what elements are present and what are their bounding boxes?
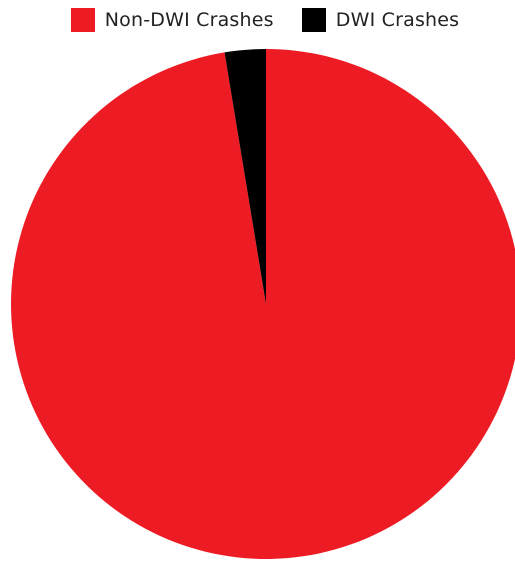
- pie-slice-non-dwi-crashes[interactable]: [11, 49, 515, 559]
- legend-swatch-dwi-crashes: [301, 8, 326, 32]
- legend-swatch-non-dwi-crashes: [70, 8, 95, 32]
- legend-item-dwi-crashes[interactable]: DWI Crashes: [301, 8, 460, 32]
- legend-label-non-dwi-crashes: Non-DWI Crashes: [104, 9, 274, 31]
- legend-item-non-dwi-crashes[interactable]: Non-DWI Crashes: [70, 8, 274, 32]
- legend-label-dwi-crashes: DWI Crashes: [335, 9, 460, 31]
- pie-slice-dwi-crashes[interactable]: [224, 49, 266, 304]
- chart-legend: Non-DWI Crashes DWI Crashes: [0, 8, 515, 32]
